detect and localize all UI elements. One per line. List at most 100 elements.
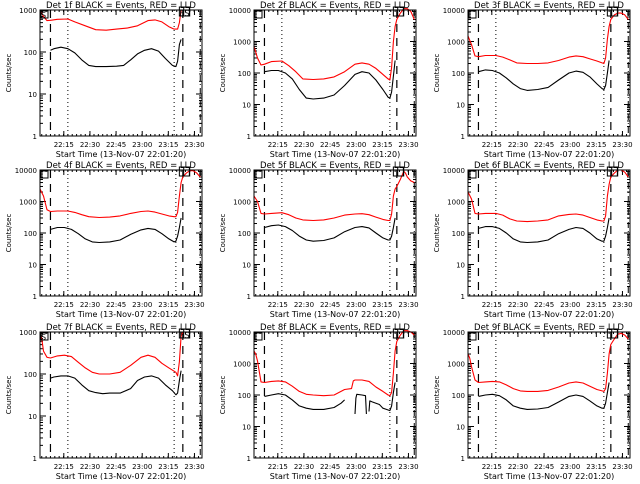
start-marker-box bbox=[254, 10, 263, 19]
y-axis-label: Counts/sec bbox=[219, 54, 227, 93]
x-tick-label: 23:00 bbox=[560, 463, 580, 471]
y-tick-label: 10000 bbox=[229, 167, 251, 175]
y-tick-label: 10 bbox=[242, 102, 251, 110]
start-marker-box bbox=[468, 10, 477, 19]
y-tick-label: 100 bbox=[452, 392, 465, 400]
y-tick-label: 1 bbox=[247, 455, 251, 463]
y-tick-label: 1 bbox=[461, 455, 465, 463]
events-series-line bbox=[50, 39, 182, 68]
x-tick-label: 23:15 bbox=[158, 301, 178, 309]
x-tick-label: 23:30 bbox=[398, 301, 418, 309]
x-tick-label: 23:00 bbox=[346, 301, 366, 309]
y-axis-label: Counts/sec bbox=[5, 214, 13, 253]
panel-title: Det 9f BLACK = Events, RED = LLD bbox=[474, 323, 624, 333]
x-tick-label: 22:15 bbox=[268, 301, 288, 309]
panel-title: Det 1f BLACK = Events, RED = LLD bbox=[46, 1, 196, 11]
end-marker-box-2 bbox=[397, 6, 405, 17]
x-tick-label: 23:30 bbox=[398, 463, 418, 471]
x-tick-label: 22:45 bbox=[320, 463, 340, 471]
plot-frame bbox=[253, 9, 417, 137]
panel-title: Det 8f BLACK = Events, RED = LLD bbox=[260, 323, 410, 333]
x-tick-label: 23:30 bbox=[184, 463, 204, 471]
panel-title: Det 3f BLACK = Events, RED = LLD bbox=[474, 1, 624, 11]
end-marker-box-2 bbox=[611, 166, 619, 177]
panel-title: Det 4f BLACK = Events, RED = LLD bbox=[46, 161, 196, 171]
y-axis-label: Counts/sec bbox=[5, 376, 13, 415]
x-axis-label: Start Time (13-Nov-07 22:01:20) bbox=[484, 472, 614, 480]
x-tick-label: 23:15 bbox=[372, 301, 392, 309]
x-tick-label: 22:45 bbox=[320, 301, 340, 309]
x-tick-label: 22:15 bbox=[54, 301, 74, 309]
x-tick-label: 22:15 bbox=[54, 141, 74, 149]
y-tick-label: 1000 bbox=[447, 199, 465, 207]
x-tick-label: 23:00 bbox=[560, 301, 580, 309]
x-axis-label: Start Time (13-Nov-07 22:01:20) bbox=[484, 150, 614, 159]
start-marker-label: S bbox=[41, 333, 46, 342]
end-marker-box-2 bbox=[183, 6, 191, 17]
start-marker-box bbox=[468, 332, 477, 341]
x-tick-label: 23:00 bbox=[560, 141, 580, 149]
panel-title: Det 2f BLACK = Events, RED = LLD bbox=[260, 1, 410, 11]
x-tick-label: 22:45 bbox=[534, 141, 554, 149]
lld-series-line bbox=[253, 170, 415, 222]
y-tick-label: 1000 bbox=[233, 39, 251, 47]
y-axis-label: Counts/sec bbox=[5, 54, 13, 93]
y-tick-label: 1 bbox=[247, 133, 251, 141]
x-axis-label: Start Time (13-Nov-07 22:01:20) bbox=[484, 310, 614, 319]
panel-det-4: Det 4f BLACK = Events, RED = LLD Counts/s… bbox=[5, 161, 205, 319]
events-series-line bbox=[264, 393, 345, 410]
x-tick-label: 23:30 bbox=[184, 141, 204, 149]
plot-frame bbox=[467, 331, 631, 459]
start-marker-box bbox=[40, 10, 49, 19]
lld-series-line bbox=[467, 12, 629, 65]
x-tick-label: 23:30 bbox=[184, 301, 204, 309]
y-tick-label: 1 bbox=[33, 293, 37, 301]
y-tick-label: 1000 bbox=[233, 199, 251, 207]
events-series-line bbox=[478, 382, 610, 410]
y-tick-label: 10 bbox=[28, 413, 37, 421]
x-tick-label: 23:30 bbox=[612, 301, 632, 309]
y-tick-label: 100 bbox=[238, 392, 251, 400]
x-tick-label: 22:30 bbox=[80, 301, 100, 309]
x-tick-label: 23:30 bbox=[612, 463, 632, 471]
start-marker-box bbox=[468, 170, 477, 179]
y-tick-label: 10 bbox=[456, 262, 465, 270]
y-tick-label: 1 bbox=[461, 133, 465, 141]
x-tick-label: 23:15 bbox=[586, 301, 606, 309]
y-tick-label: 10000 bbox=[229, 7, 251, 15]
y-tick-label: 10000 bbox=[229, 329, 251, 337]
end-marker-box-2 bbox=[183, 166, 191, 177]
y-axis-label: Counts/sec bbox=[433, 376, 441, 415]
x-tick-label: 22:15 bbox=[268, 141, 288, 149]
x-axis-label: Start Time (13-Nov-07 22:01:20) bbox=[56, 472, 186, 480]
y-tick-label: 1000 bbox=[233, 361, 251, 369]
y-tick-label: 1 bbox=[461, 293, 465, 301]
events-series-line bbox=[354, 393, 367, 415]
x-tick-label: 22:30 bbox=[294, 141, 314, 149]
y-tick-label: 1000 bbox=[447, 361, 465, 369]
x-axis-label: Start Time (13-Nov-07 22:01:20) bbox=[270, 150, 400, 159]
y-tick-label: 100 bbox=[24, 49, 37, 57]
x-tick-label: 22:45 bbox=[320, 141, 340, 149]
y-tick-label: 100 bbox=[24, 371, 37, 379]
panel-title: Det 7f BLACK = Events, RED = LLD bbox=[46, 323, 196, 333]
x-tick-label: 22:15 bbox=[482, 463, 502, 471]
y-tick-label: 100 bbox=[452, 70, 465, 78]
y-tick-label: 1 bbox=[33, 455, 37, 463]
x-axis-label: Start Time (13-Nov-07 22:01:20) bbox=[56, 310, 186, 319]
x-tick-label: 23:15 bbox=[158, 463, 178, 471]
end-marker-label: ES bbox=[179, 9, 189, 18]
x-tick-label: 22:45 bbox=[106, 141, 126, 149]
x-tick-label: 23:30 bbox=[612, 141, 632, 149]
y-tick-label: 10000 bbox=[443, 167, 465, 175]
x-tick-label: 22:45 bbox=[534, 301, 554, 309]
y-tick-label: 100 bbox=[238, 230, 251, 238]
panel-det-3: Det 3f BLACK = Events, RED = LLD Counts/s… bbox=[433, 1, 633, 159]
y-tick-label: 10 bbox=[242, 424, 251, 432]
panel-det-5: Det 5f BLACK = Events, RED = LLD Counts/s… bbox=[219, 161, 419, 319]
start-marker-box bbox=[40, 170, 49, 179]
x-tick-label: 23:00 bbox=[132, 301, 152, 309]
y-axis-label: Counts/sec bbox=[219, 214, 227, 253]
plot-frame bbox=[467, 9, 631, 137]
